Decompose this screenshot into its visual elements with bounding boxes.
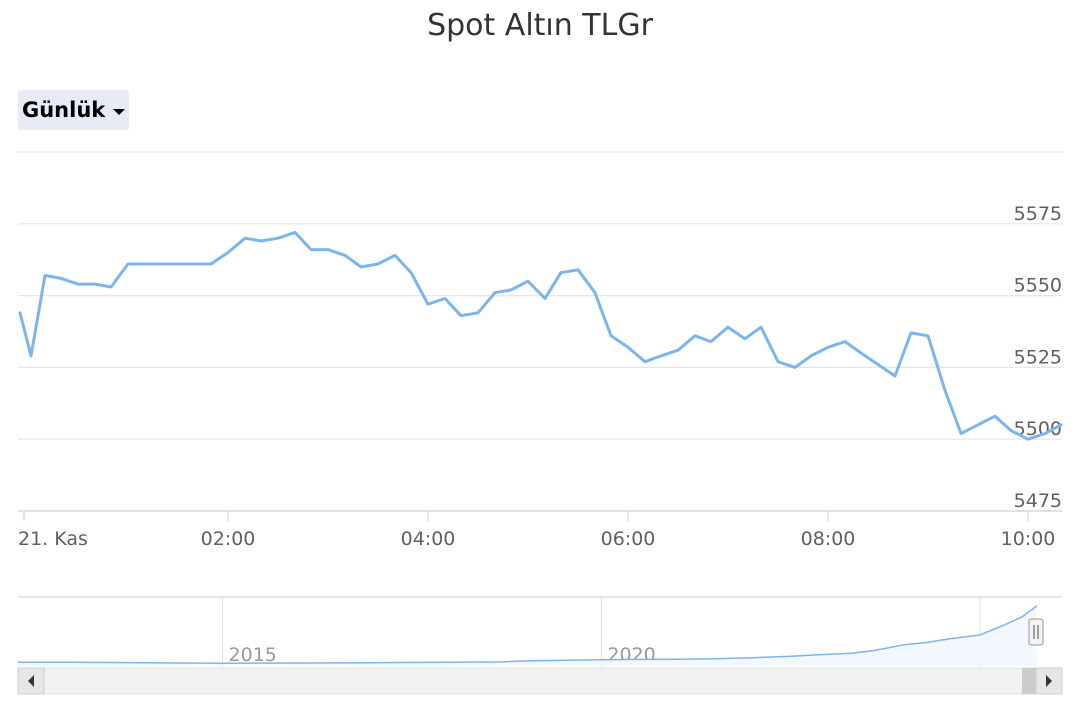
navigator-series-group <box>17 605 1038 666</box>
arrow-left-icon <box>28 675 34 687</box>
scrollbar-track[interactable] <box>17 667 1063 695</box>
grid-lines <box>18 151 1062 512</box>
range-selector-label: Günlük <box>22 98 106 122</box>
chart-title: Spot Altın TLGr <box>427 8 653 43</box>
navigator-series-line <box>17 605 1038 664</box>
scrollbar[interactable] <box>17 667 1063 695</box>
x-tick-label: 06:00 <box>601 528 656 550</box>
series-group <box>18 230 1063 441</box>
x-tick-label: 02:00 <box>201 528 256 550</box>
navigator-series-area <box>18 605 1037 666</box>
x-tick-label: 10:00 <box>1001 528 1056 550</box>
x-tick-label: 04:00 <box>401 528 456 550</box>
navigator[interactable]: 201520202025 <box>17 596 1062 668</box>
y-tick-label: 5500 <box>1014 418 1062 440</box>
x-axis: 21. Kas 02:00 04:00 06:00 08:00 10:00 <box>18 510 1062 550</box>
x-tick-label: 21. Kas <box>18 528 88 550</box>
y-tick-label: 5475 <box>1014 490 1062 512</box>
y-tick-label: 5525 <box>1014 346 1062 368</box>
price-series-line <box>18 230 1063 441</box>
x-tick-label: 08:00 <box>801 528 856 550</box>
range-selector-dropdown[interactable]: Günlük <box>18 90 130 130</box>
navigator-handle-right[interactable] <box>1028 618 1044 646</box>
y-tick-label: 5550 <box>1014 275 1062 297</box>
caret-down-icon <box>113 108 126 115</box>
y-tick-label: 5575 <box>1014 203 1062 225</box>
arrow-right-icon <box>1046 675 1052 687</box>
navigator-year-label: 2015 <box>229 644 277 666</box>
scrollbar-thumb[interactable] <box>1022 668 1038 694</box>
y-axis-labels: 5475 5500 5525 5550 5575 <box>1014 203 1062 512</box>
